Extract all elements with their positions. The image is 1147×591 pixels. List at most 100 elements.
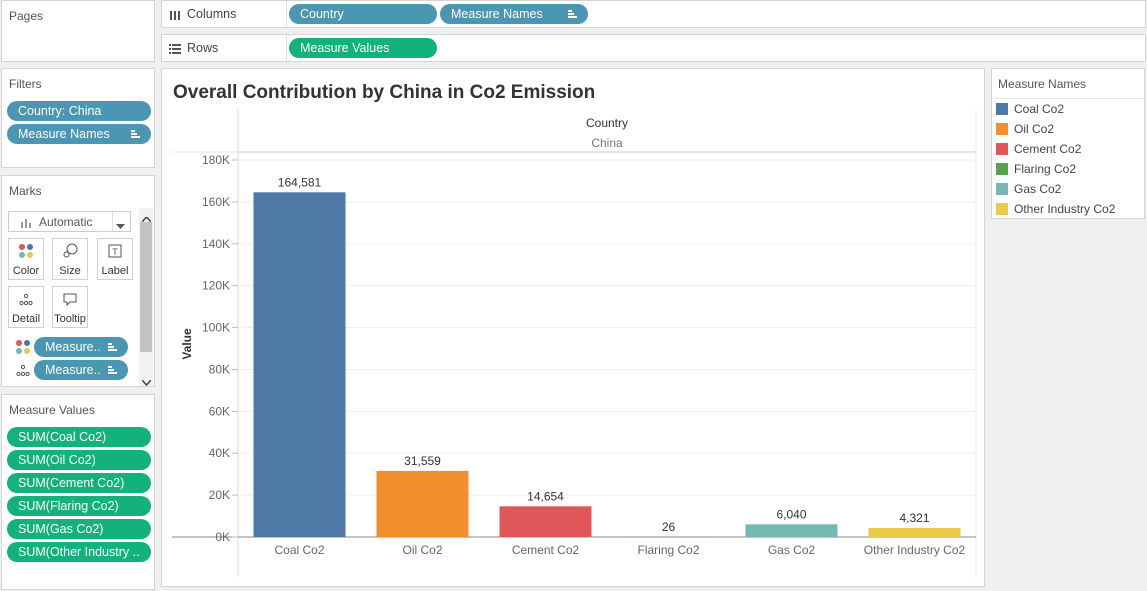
y-tick-label: 180K	[202, 153, 230, 167]
bar	[376, 470, 469, 537]
shelf-divider	[286, 1, 287, 27]
filters-title: Filters	[9, 77, 42, 91]
color-dots-icon	[9, 243, 43, 265]
marks-color-button[interactable]: Color	[8, 238, 44, 280]
sort-descending-icon	[108, 342, 118, 352]
color-dots-icon	[15, 339, 31, 358]
x-tick-label: Cement Co2	[512, 543, 580, 557]
filter-pill-measure-names[interactable]: Measure Names	[7, 124, 151, 144]
sort-descending-icon	[568, 9, 578, 19]
legend-swatch	[996, 183, 1008, 195]
scroll-down-icon[interactable]	[141, 375, 152, 389]
svg-text:T: T	[112, 247, 118, 257]
data-label: 26	[662, 520, 676, 534]
marks-pill-detail[interactable]: Measure..	[34, 360, 128, 380]
x-tick-label: Other Industry Co2	[864, 543, 966, 557]
marks-panel: Marks Automatic Color Size T Label Detai…	[1, 175, 155, 387]
legend-swatch	[996, 123, 1008, 135]
chart-frame	[172, 109, 977, 577]
label-icon: T	[98, 243, 132, 265]
rows-label: Rows	[187, 41, 219, 55]
data-label: 6,040	[776, 507, 806, 521]
data-label: 4,321	[899, 511, 929, 525]
legend-swatch	[996, 163, 1008, 175]
legend-title: Measure Names	[998, 77, 1087, 91]
columns-icon	[170, 9, 180, 20]
y-tick-label: 120K	[202, 279, 230, 293]
y-tick-label: 100K	[202, 321, 230, 335]
legend-swatch	[996, 203, 1008, 215]
data-label: 14,654	[527, 489, 564, 503]
measure-values-title: Measure Values	[9, 403, 95, 417]
marks-scrollbar[interactable]	[139, 208, 153, 389]
y-tick-label: 20K	[209, 488, 230, 502]
y-tick-label: 160K	[202, 195, 230, 209]
bar	[745, 524, 838, 537]
bar	[499, 506, 592, 537]
y-tick-label: 40K	[209, 446, 230, 460]
marks-pill-color[interactable]: Measure..	[34, 337, 128, 357]
mark-type-dropdown[interactable]: Automatic	[8, 211, 131, 232]
bar	[868, 527, 961, 537]
measure-value-pill[interactable]: SUM(Flaring Co2)	[7, 496, 151, 516]
tooltip-icon	[53, 291, 87, 313]
chevron-down-icon	[116, 219, 125, 233]
measure-value-pill[interactable]: SUM(Cement Co2)	[7, 473, 151, 493]
detail-icon	[15, 362, 31, 381]
size-icon	[53, 243, 87, 265]
columns-pill-country[interactable]: Country	[289, 4, 437, 24]
y-axis-label: Value	[180, 328, 194, 360]
scrollbar-thumb[interactable]	[140, 222, 152, 352]
pages-panel: Pages	[1, 0, 155, 62]
columns-shelf[interactable]: Columns Country Measure Names	[161, 0, 1146, 28]
sort-descending-icon	[131, 129, 141, 139]
pages-title: Pages	[9, 9, 44, 23]
measure-value-pill[interactable]: SUM(Oil Co2)	[7, 450, 151, 470]
measure-values-panel: Measure Values SUM(Coal Co2) SUM(Oil Co2…	[1, 394, 155, 590]
y-tick-label: 0K	[215, 530, 230, 544]
columns-pill-measure-names[interactable]: Measure Names	[440, 4, 588, 24]
legend-swatch	[996, 103, 1008, 115]
bar	[253, 192, 346, 537]
data-label: 164,581	[278, 175, 322, 189]
sort-descending-icon	[108, 365, 118, 375]
bars: 164,581 31,559 14,654 26 6,040 4,321	[253, 175, 961, 537]
gridlines	[172, 159, 976, 538]
y-tick-label: 80K	[209, 362, 230, 376]
chart-title: Overall Contribution by China in Co2 Emi…	[173, 82, 595, 103]
marks-detail-button[interactable]: Detail	[8, 286, 44, 328]
x-tick-label: Gas Co2	[768, 543, 816, 557]
x-tick-label: Oil Co2	[402, 543, 442, 557]
filter-pill-country[interactable]: Country: China	[7, 101, 151, 121]
filters-panel: Filters Country: China Measure Names	[1, 68, 155, 168]
measure-value-pill[interactable]: SUM(Coal Co2)	[7, 427, 151, 447]
mark-type-value: Automatic	[39, 215, 93, 229]
legend-panel: Measure Names Coal Co2 Oil Co2 Cement Co…	[991, 68, 1145, 219]
column-header-value: China	[591, 136, 623, 150]
x-tick-label: Flaring Co2	[637, 543, 699, 557]
legend-header: Measure Names	[992, 69, 1144, 99]
y-axis-ticks: 0K 20K 40K 60K 80K 100K 120K 140K 160K 180K	[202, 153, 238, 544]
detail-icon	[9, 291, 43, 313]
scroll-up-icon[interactable]	[141, 212, 152, 226]
bar-chart-icon	[21, 217, 31, 231]
shelf-divider	[286, 35, 287, 61]
column-header-title: Country	[586, 116, 628, 130]
bar-chart: Overall Contribution by China in Co2 Emi…	[172, 82, 977, 577]
measure-value-pill[interactable]: SUM(Other Industry ..	[7, 542, 151, 562]
columns-label: Columns	[187, 7, 237, 21]
rows-shelf[interactable]: Rows Measure Values	[161, 34, 1146, 62]
y-tick-label: 60K	[209, 404, 230, 418]
chart-view: Overall Contribution by China in Co2 Emi…	[161, 68, 985, 587]
measure-value-pill[interactable]: SUM(Gas Co2)	[7, 519, 151, 539]
marks-title: Marks	[9, 184, 42, 198]
marks-label-button[interactable]: T Label	[97, 238, 133, 280]
rows-pill-measure-values[interactable]: Measure Values	[289, 38, 437, 58]
x-axis-labels: Coal Co2 Oil Co2 Cement Co2 Flaring Co2 Gas …	[274, 543, 965, 557]
dropdown-divider	[112, 212, 113, 231]
marks-size-button[interactable]: Size	[52, 238, 88, 280]
rows-icon	[169, 43, 181, 54]
y-tick-label: 140K	[202, 237, 230, 251]
legend-swatch	[996, 143, 1008, 155]
marks-tooltip-button[interactable]: Tooltip	[52, 286, 88, 328]
